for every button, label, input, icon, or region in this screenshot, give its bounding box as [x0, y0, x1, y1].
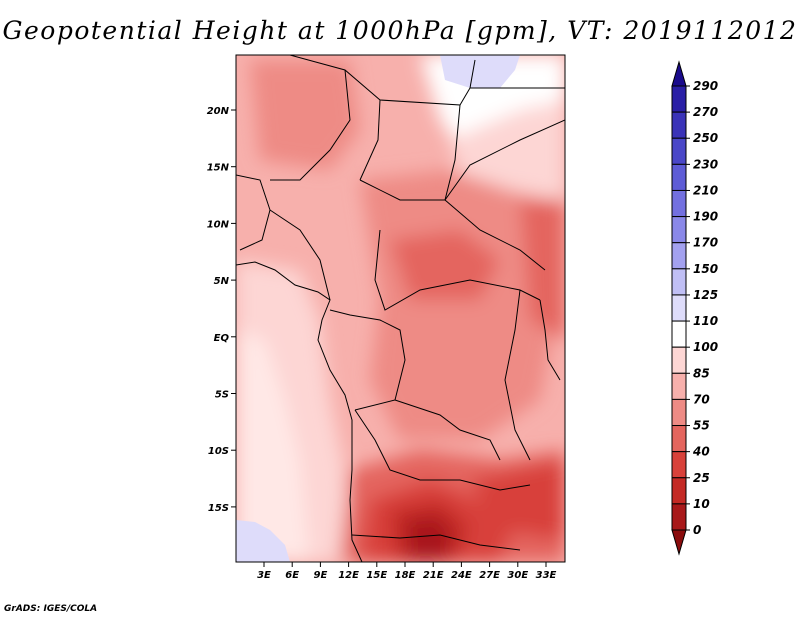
colorbar-label: 170	[693, 236, 718, 250]
lon-tick-label: 15E	[366, 570, 387, 581]
lon-tick-label: 21E	[423, 570, 444, 581]
colorbar-segment	[671, 346, 687, 374]
colorbar-label: 290	[693, 79, 718, 93]
latitude-axis: 20N 15N 10N 5N EQ 5S 10S 15S	[207, 106, 236, 514]
colorbar: 2902702502302101901701501251101008570554…	[671, 60, 718, 556]
colorbar-segment	[671, 372, 687, 400]
colorbar-label: 210	[693, 183, 718, 197]
colorbar-segment	[671, 163, 687, 191]
colorbar-segment	[671, 398, 687, 427]
lat-tick-label: 20N	[207, 106, 230, 117]
colorbar-segment	[671, 137, 687, 165]
colorbar-top-arrow	[671, 60, 687, 87]
colorbar-label: 25	[693, 471, 710, 485]
colorbar-label: 125	[693, 288, 718, 302]
colorbar-label: 250	[693, 131, 718, 145]
map-frame	[235, 54, 566, 563]
lon-tick-label: 30E	[507, 570, 528, 581]
lat-tick-label: EQ	[214, 333, 230, 344]
lon-tick-label: 18E	[395, 570, 416, 581]
colorbar-bottom-arrow	[671, 529, 687, 556]
country-borders	[236, 55, 565, 562]
colorbar-label: 55	[693, 419, 710, 433]
lon-tick-label: 33E	[536, 570, 557, 581]
lat-tick-label: 5S	[215, 390, 229, 401]
colorbar-label: 230	[693, 157, 718, 171]
lon-tick-label: 3E	[257, 570, 271, 581]
geopotential-field	[236, 55, 565, 562]
lon-tick-label: 27E	[479, 570, 500, 581]
colorbar-label: 150	[693, 262, 718, 276]
lon-tick-label: 12E	[338, 570, 359, 581]
colorbar-segment	[671, 425, 687, 453]
lat-tick-label: 10S	[208, 446, 229, 457]
colorbar-segment	[671, 320, 687, 348]
colorbar-segment	[671, 503, 687, 531]
colorbar-label: 100	[693, 340, 718, 354]
colorbar-segment	[671, 268, 687, 296]
colorbar-label: 110	[693, 314, 718, 328]
lon-tick-label: 9E	[314, 570, 328, 581]
colorbar-segment	[671, 111, 687, 139]
colorbar-label: 10	[693, 497, 710, 511]
colorbar-label: 0	[693, 523, 701, 537]
longitude-axis: 3E 6E 9E 12E 15E 18E 21E 24E 27E 30E 33E	[257, 562, 557, 581]
colorbar-segment	[671, 477, 687, 505]
colorbar-label: 85	[693, 366, 710, 380]
colorbar-segment	[671, 242, 687, 270]
lat-tick-label: 15S	[208, 503, 229, 514]
lat-tick-label: 5N	[214, 276, 230, 287]
map-title: Geopotential Height at 1000hPa [gpm], VT…	[2, 16, 798, 45]
colorbar-label: 270	[693, 105, 718, 119]
colorbar-segment	[671, 85, 687, 113]
colorbar-segment	[671, 294, 687, 322]
lat-tick-label: 15N	[207, 163, 230, 174]
colorbar-label: 190	[693, 210, 718, 224]
credit-label: GrADS: IGES/COLA	[4, 604, 98, 614]
colorbar-label: 70	[693, 392, 710, 406]
colorbar-segment	[671, 451, 687, 479]
colorbar-segment	[671, 189, 687, 218]
lon-tick-label: 24E	[451, 570, 472, 581]
lat-tick-label: 10N	[207, 219, 230, 230]
colorbar-label: 40	[692, 445, 710, 459]
lon-tick-label: 6E	[285, 570, 299, 581]
colorbar-segment	[671, 216, 687, 244]
